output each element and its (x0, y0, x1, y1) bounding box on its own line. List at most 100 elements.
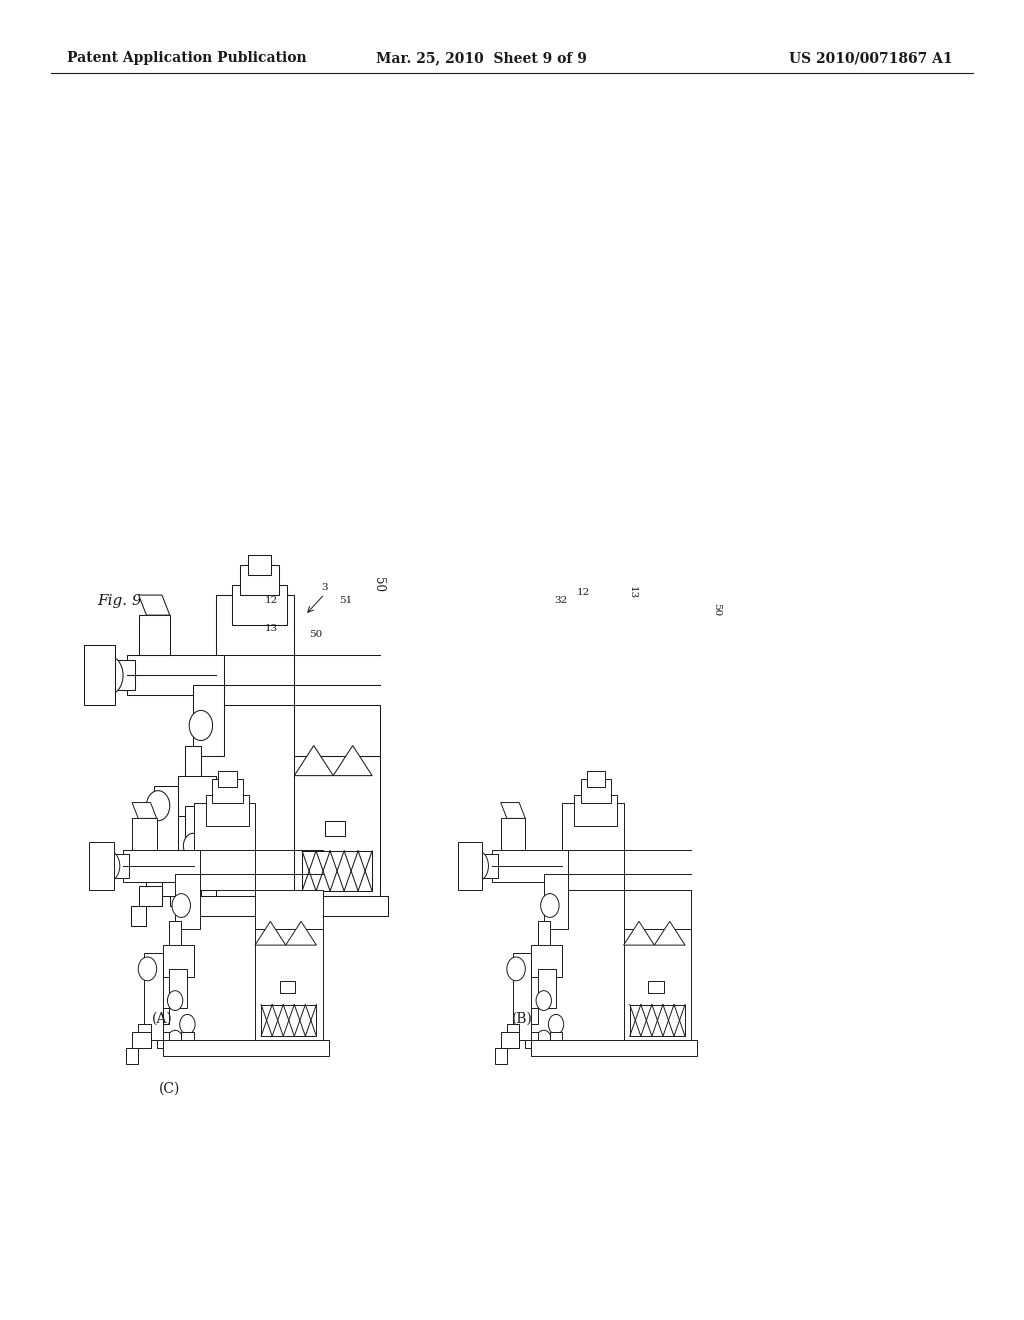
Bar (138, 1024, 151, 1048)
Bar (146, 876, 162, 906)
Bar (155, 785, 177, 896)
Bar (513, 953, 531, 1040)
Bar (248, 554, 271, 576)
Polygon shape (138, 595, 170, 615)
Polygon shape (654, 921, 685, 945)
Circle shape (172, 894, 190, 917)
Bar (280, 981, 295, 993)
Text: (B): (B) (512, 1012, 532, 1026)
Bar (531, 1040, 697, 1056)
Bar (255, 929, 323, 1048)
Circle shape (146, 791, 170, 821)
Bar (170, 886, 185, 906)
Bar (624, 890, 691, 929)
Bar (525, 1032, 538, 1048)
Bar (507, 1024, 519, 1048)
Polygon shape (294, 746, 333, 776)
Bar (185, 746, 201, 785)
Bar (175, 874, 200, 929)
Text: Patent Application Publication: Patent Application Publication (67, 51, 306, 65)
Bar (177, 776, 216, 816)
Text: 50: 50 (373, 577, 385, 593)
Bar (294, 705, 380, 755)
Bar (574, 795, 617, 826)
Bar (132, 1032, 151, 1048)
Bar (531, 945, 562, 977)
Bar (525, 1008, 538, 1024)
Circle shape (537, 1030, 551, 1051)
Circle shape (464, 850, 488, 882)
Bar (201, 886, 216, 906)
Circle shape (138, 957, 157, 981)
Polygon shape (333, 746, 372, 776)
Text: (C): (C) (159, 1082, 180, 1096)
Bar (326, 821, 345, 836)
Text: US 2010/0071867 A1: US 2010/0071867 A1 (788, 51, 952, 65)
Text: 13: 13 (265, 624, 278, 632)
Bar (544, 874, 568, 929)
Bar (84, 645, 116, 705)
Bar (144, 953, 163, 1040)
Bar (206, 795, 249, 826)
Bar (218, 771, 237, 787)
Bar (581, 779, 611, 803)
Text: 12: 12 (578, 589, 590, 597)
Bar (492, 850, 568, 882)
Text: 3: 3 (322, 583, 328, 591)
Bar (550, 1032, 562, 1048)
Bar (185, 805, 209, 855)
Bar (163, 945, 194, 977)
Circle shape (183, 833, 203, 858)
Text: 50: 50 (309, 631, 322, 639)
Bar (495, 1048, 507, 1064)
Bar (212, 779, 243, 803)
Bar (194, 685, 224, 755)
Bar (108, 660, 135, 690)
Circle shape (549, 1015, 563, 1035)
Bar (501, 1032, 519, 1048)
Bar (194, 803, 255, 890)
Text: Mar. 25, 2010  Sheet 9 of 9: Mar. 25, 2010 Sheet 9 of 9 (376, 51, 587, 65)
Circle shape (167, 1030, 182, 1051)
Bar (123, 850, 200, 882)
Circle shape (183, 883, 203, 908)
Bar (648, 981, 664, 993)
Bar (261, 1005, 316, 1036)
Circle shape (92, 655, 123, 696)
Polygon shape (501, 803, 525, 818)
Bar (461, 858, 479, 874)
Bar (92, 858, 111, 874)
Bar (562, 803, 624, 890)
Bar (127, 655, 224, 696)
Bar (157, 1032, 169, 1048)
Bar (131, 906, 146, 927)
Circle shape (507, 957, 525, 981)
Bar (169, 969, 187, 1008)
Circle shape (180, 1015, 195, 1035)
Bar (501, 818, 525, 850)
Bar (240, 565, 279, 595)
Bar (132, 818, 157, 850)
Circle shape (189, 710, 213, 741)
Bar (108, 854, 129, 878)
Bar (89, 842, 114, 890)
Bar (169, 921, 181, 953)
Circle shape (167, 990, 182, 1011)
Text: (A): (A) (152, 1012, 172, 1026)
Bar (138, 615, 170, 655)
Text: 50: 50 (713, 603, 721, 616)
Bar (88, 665, 112, 685)
Bar (476, 854, 498, 878)
Bar (630, 1005, 685, 1036)
Bar (294, 755, 380, 906)
Polygon shape (132, 803, 157, 818)
Bar (538, 969, 556, 1008)
Bar (126, 1048, 138, 1064)
Polygon shape (624, 921, 654, 945)
Text: 32: 32 (555, 597, 567, 605)
Circle shape (95, 850, 120, 882)
Bar (255, 890, 323, 929)
Bar (138, 886, 162, 906)
Bar (181, 1032, 194, 1048)
Text: 51: 51 (340, 597, 352, 605)
